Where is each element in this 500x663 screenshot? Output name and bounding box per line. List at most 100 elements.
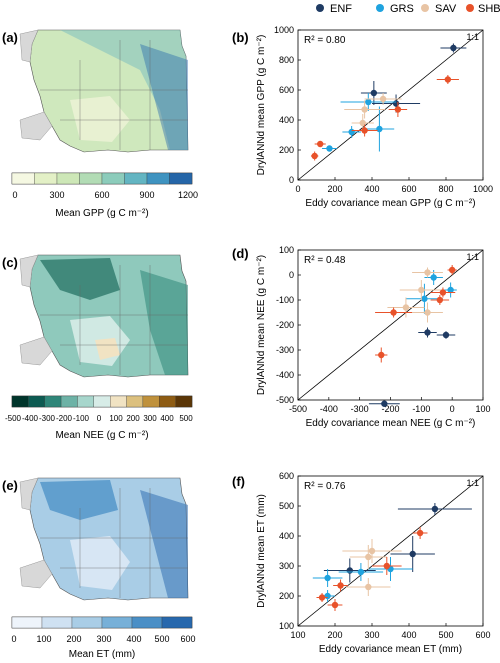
legend-marker-shb bbox=[466, 4, 474, 12]
colorbar-gpp-label: Mean GPP (g C m⁻²) bbox=[55, 208, 148, 219]
point-marker bbox=[444, 76, 452, 83]
colorbar-nee-tick: -300 bbox=[39, 414, 56, 423]
legend: ENF GRS SAV SHB bbox=[316, 3, 500, 15]
colorbar-swatch bbox=[131, 616, 163, 629]
colorbar-swatch bbox=[34, 172, 58, 185]
colorbar-swatch bbox=[146, 172, 170, 185]
x-tick-label: 400 bbox=[364, 184, 379, 194]
x-tick-label: 300 bbox=[364, 630, 379, 640]
x-tick-label: 0 bbox=[450, 404, 455, 414]
one-to-one-label: 1:1 bbox=[466, 32, 479, 42]
point-marker bbox=[326, 145, 333, 152]
colorbar-nee-tick: 200 bbox=[126, 414, 140, 423]
point-marker bbox=[361, 127, 368, 134]
colorbar-et-tick: 600 bbox=[180, 634, 195, 644]
panel-label-e: (e) bbox=[2, 478, 18, 493]
data-point-shb bbox=[372, 557, 402, 575]
data-point-grs bbox=[405, 283, 443, 314]
x-axis-label: Eddy covariance mean ET (mm) bbox=[319, 644, 462, 655]
colorbar-nee-tick: 100 bbox=[109, 414, 123, 423]
map-shade-low-et bbox=[70, 536, 130, 590]
map-state-lines bbox=[40, 488, 188, 598]
legend-item-enf: ENF bbox=[316, 3, 352, 15]
point-marker bbox=[448, 266, 456, 274]
one-to-one-label: 1:1 bbox=[466, 252, 479, 262]
legend-marker-enf bbox=[316, 4, 324, 12]
point-marker bbox=[424, 329, 431, 336]
colorbar-nee-ticks: -500 -400 -300 -200 -100 0 100 200 300 4… bbox=[5, 414, 193, 423]
point-marker bbox=[376, 125, 383, 133]
data-point-shb bbox=[316, 593, 328, 602]
colorbar-et-label: Mean ET (mm) bbox=[69, 649, 136, 660]
colorbar-swatch bbox=[175, 395, 193, 408]
point-marker bbox=[368, 547, 376, 555]
data-point-grs bbox=[444, 282, 457, 298]
point-marker bbox=[324, 574, 331, 582]
point-marker bbox=[383, 562, 390, 570]
point-marker bbox=[337, 582, 344, 589]
data-point-shb bbox=[333, 579, 348, 592]
colorbar-gpp-tick: 600 bbox=[94, 190, 109, 200]
point-marker bbox=[317, 140, 324, 148]
legend-item-grs: GRS bbox=[376, 3, 414, 15]
y-tick-label: 200 bbox=[279, 591, 294, 601]
x-tick-label: 1000 bbox=[473, 184, 493, 194]
point-marker bbox=[402, 304, 410, 311]
map-shade-east bbox=[60, 30, 188, 150]
colorbar-gpp-ticks: 0 300 600 900 1200 bbox=[12, 190, 198, 200]
colorbar-nee-tick: -200 bbox=[56, 414, 73, 423]
map-shade-high-et-north bbox=[40, 480, 118, 520]
map-pacific-gray bbox=[19, 336, 53, 366]
r-squared-annotation: R² = 0.80 bbox=[304, 35, 346, 46]
legend-label-sav: SAV bbox=[435, 3, 457, 15]
legend-label-grs: GRS bbox=[390, 3, 414, 15]
colorbar-swatch bbox=[93, 395, 111, 408]
data-point-sav bbox=[349, 545, 387, 569]
x-tick-label: 200 bbox=[327, 184, 342, 194]
y-tick-label: 100 bbox=[279, 245, 294, 255]
map-panel-gpp: (a) 0 300 600 900 1200 Mean GPP (g C m⁻²… bbox=[2, 29, 198, 219]
point-marker bbox=[418, 286, 425, 294]
legend-item-shb: SHB bbox=[466, 3, 500, 15]
data-point-enf bbox=[397, 503, 472, 515]
y-tick-label: 100 bbox=[279, 621, 294, 631]
colorbar-swatch bbox=[60, 395, 78, 408]
panel-label-f: (f) bbox=[232, 474, 245, 489]
colorbar-gpp-swatches bbox=[11, 172, 193, 185]
scatter-panel-d: (d) 1:1 R² = 0.48 -500 -400 -300 -200 -100 0 100 -… bbox=[232, 245, 491, 429]
y-tick-label: 400 bbox=[279, 115, 294, 125]
colorbar-swatch bbox=[110, 395, 127, 408]
point-marker bbox=[365, 553, 372, 561]
colorbar-swatch bbox=[44, 395, 62, 408]
data-point-shb bbox=[375, 307, 413, 318]
point-marker bbox=[447, 286, 454, 294]
r-squared-annotation: R² = 0.76 bbox=[304, 481, 346, 492]
point-marker bbox=[318, 594, 326, 601]
point-marker bbox=[348, 128, 355, 136]
colorbar-nee-tick: 0 bbox=[97, 414, 102, 423]
data-point-grs bbox=[364, 106, 395, 152]
y-tick-label: 600 bbox=[279, 471, 294, 481]
colorbar-et-tick: 400 bbox=[126, 634, 141, 644]
point-marker bbox=[365, 98, 372, 106]
panel-label-b: (b) bbox=[232, 30, 249, 45]
legend-marker-grs bbox=[376, 4, 384, 12]
data-point-shb bbox=[430, 295, 450, 305]
plot-frame bbox=[297, 475, 484, 627]
scatter-panels: (b) 1:1R² = 0.800 200 400 600 800 100002004006… bbox=[232, 25, 493, 655]
data-point-shb bbox=[388, 102, 408, 117]
colorbar-swatch bbox=[28, 395, 45, 408]
colorbar-nee-tick: -100 bbox=[73, 414, 90, 423]
data-point-sav bbox=[342, 539, 402, 563]
colorbar-swatch bbox=[126, 395, 144, 408]
panel-label-c: (c) bbox=[2, 255, 18, 270]
y-tick-label: 600 bbox=[279, 85, 294, 95]
data-point-grs bbox=[340, 93, 397, 111]
point-marker bbox=[381, 400, 388, 407]
data-point-grs bbox=[312, 569, 343, 587]
y-tick-label: 0 bbox=[289, 175, 294, 185]
colorbar-et-tick: 0 bbox=[11, 634, 16, 644]
one-to-one-label: 1:1 bbox=[466, 478, 479, 488]
x-axis-label: Eddy covariance mean NEE (g C m⁻²) bbox=[306, 418, 476, 429]
